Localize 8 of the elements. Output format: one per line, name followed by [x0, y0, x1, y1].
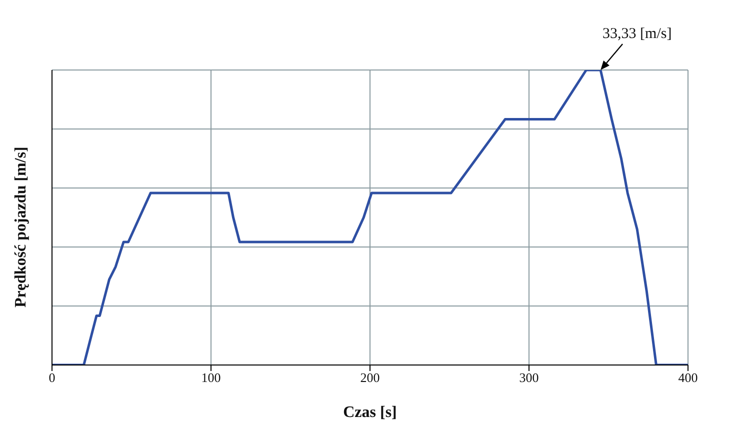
- x-tick-label: 400: [678, 370, 698, 386]
- x-tick-label: 200: [360, 370, 380, 386]
- x-tick-label: 100: [201, 370, 221, 386]
- annotation: 33,33 [m/s]: [602, 26, 672, 42]
- y-axis-title: Prędkość pojazdu [m/s]: [12, 146, 30, 308]
- x-tick-label: 0: [48, 370, 56, 386]
- x-axis-title: Czas [s]: [343, 404, 397, 421]
- x-tick-label: 300: [519, 370, 539, 386]
